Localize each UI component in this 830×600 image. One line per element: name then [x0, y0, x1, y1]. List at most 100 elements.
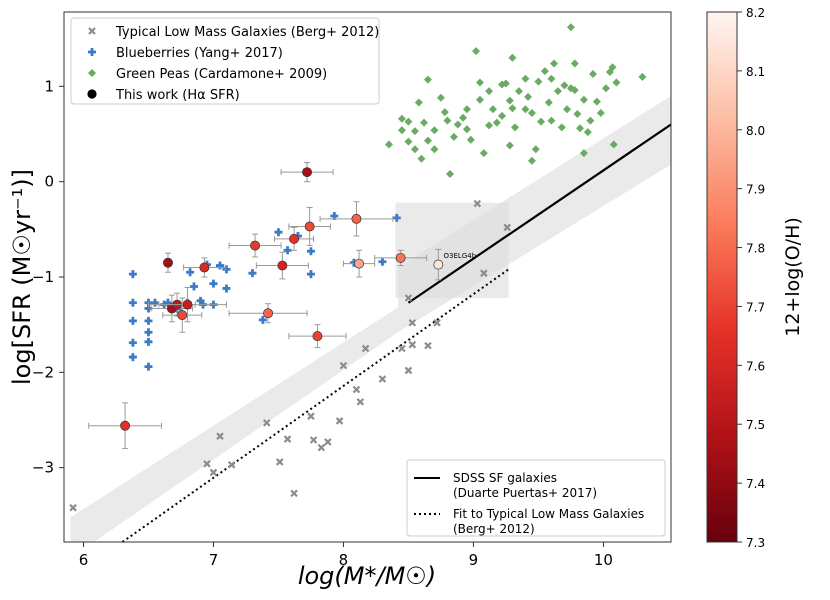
- green-pea-point: [573, 109, 582, 118]
- green-pea-point: [589, 69, 598, 78]
- green-pea-point: [527, 109, 536, 118]
- green-pea-point: [384, 140, 393, 149]
- legend-label: Green Peas (Cardamone+ 2009): [116, 67, 327, 82]
- colorbar-tick-label: 7.8: [746, 242, 765, 256]
- this-work-marker: [250, 240, 261, 251]
- this-work-point: [162, 297, 203, 333]
- green-pea-point: [534, 77, 543, 86]
- data-points: [69, 23, 647, 512]
- legend-marker-plus-icon: [88, 48, 96, 56]
- this-work-point: [274, 226, 315, 251]
- green-pea-point: [521, 105, 530, 114]
- green-pea-point: [423, 136, 432, 145]
- green-pea-point: [537, 117, 546, 126]
- legend-upper: Typical Low Mass Galaxies (Berg+ 2012) Bl…: [70, 17, 380, 105]
- berg-point: [433, 318, 441, 327]
- x-tick-label: 6: [79, 551, 89, 569]
- blueberry-point: [222, 284, 231, 293]
- annotation-o3elg4b: O3ELG4b: [444, 252, 477, 260]
- green-pea-point: [608, 63, 617, 72]
- berg-point: [209, 468, 218, 477]
- trend-lines: [121, 123, 671, 542]
- green-pea-point: [404, 137, 413, 146]
- berg-point: [473, 199, 482, 208]
- colorbar-tick-label: 7.5: [746, 418, 765, 432]
- legend-marker-diamond-icon: [88, 69, 96, 77]
- green-pea-point: [586, 116, 595, 125]
- x-tick-label: 10: [594, 551, 613, 569]
- this-work-point: [228, 233, 282, 258]
- this-work-marker: [177, 310, 188, 321]
- this-work-marker: [289, 233, 300, 244]
- this-work-marker: [433, 259, 444, 270]
- green-pea-point: [488, 105, 497, 114]
- blueberry-point: [144, 362, 153, 371]
- this-work-marker: [354, 258, 365, 269]
- green-pea-point: [485, 87, 494, 96]
- green-pea-point: [570, 59, 579, 68]
- green-pea-point: [430, 145, 439, 154]
- green-pea-point: [505, 96, 514, 105]
- blueberry-point: [144, 337, 153, 346]
- green-pea-point: [576, 124, 585, 133]
- colorbar-label: 12+log(O/H): [782, 217, 804, 337]
- green-pea-point: [592, 97, 601, 106]
- berg-point: [408, 318, 417, 327]
- this-work-marker: [120, 420, 131, 431]
- berg-point: [203, 460, 211, 468]
- green-pea-point: [527, 156, 536, 165]
- berg-point: [378, 375, 387, 383]
- green-pea-point: [609, 140, 618, 149]
- green-pea-point: [514, 87, 523, 96]
- green-pea-point: [508, 104, 517, 113]
- green-pea-point: [531, 145, 540, 154]
- this-work-point: [288, 324, 347, 349]
- legend-item: Green Peas (Cardamone+ 2009): [88, 67, 327, 82]
- blueberry-point: [306, 270, 315, 279]
- blueberry-point: [128, 338, 137, 347]
- green-pea-point: [492, 118, 501, 127]
- green-pea-point: [511, 123, 520, 132]
- berg-point: [283, 435, 292, 443]
- this-work-point: [228, 303, 308, 324]
- this-work-marker: [312, 331, 323, 342]
- y-tick-label: −1: [32, 268, 54, 286]
- berg-point: [424, 341, 432, 350]
- blueberry-point: [283, 246, 292, 255]
- legend-label: Typical Low Mass Galaxies (Berg+ 2012): [115, 25, 379, 40]
- berg-point: [361, 344, 370, 353]
- colorbar-tick-label: 7.6: [746, 359, 765, 373]
- blueberry-point: [128, 270, 137, 279]
- green-pea-point: [521, 74, 530, 83]
- green-pea-point: [417, 154, 426, 163]
- berg-point: [216, 432, 224, 440]
- colorbar-tick-label: 8.0: [746, 124, 765, 138]
- blueberry-point: [163, 298, 172, 307]
- green-pea-point: [420, 118, 429, 127]
- berg-point: [398, 344, 406, 353]
- colorbar-tick-label: 7.3: [746, 536, 765, 550]
- this-work-marker: [263, 308, 274, 319]
- this-work-point: [255, 251, 309, 280]
- berg-point: [408, 340, 417, 349]
- berg-point: [262, 419, 271, 427]
- legend-item: Typical Low Mass Galaxies (Berg+ 2012): [88, 25, 379, 40]
- legend-item: Blueberries (Yang+ 2017): [88, 46, 283, 61]
- green-pea-point: [414, 98, 423, 107]
- legend-item: Fit to Typical Low Mass Galaxies(Berg+ 2…: [414, 507, 644, 536]
- y-tick-label: −2: [32, 363, 54, 381]
- blueberry-point: [378, 257, 387, 266]
- berg-point: [503, 223, 512, 232]
- green-pea-point: [612, 78, 621, 87]
- green-pea-point: [475, 78, 484, 87]
- this-work-point: [433, 248, 444, 281]
- legend-item: This work (Hα SFR): [87, 88, 240, 103]
- berg-point: [404, 294, 413, 302]
- legend-lower: SDSS SF galaxies(Duarte Puertas+ 2017) Fi…: [406, 459, 666, 537]
- fit-band: [395, 202, 509, 298]
- colorbar-ticks: 8.2 8.1 8.0 7.9 7.8 7.7 7.6 7.5 7.4 7.3: [737, 6, 765, 550]
- legend-marker-x-icon: [88, 27, 96, 35]
- this-work-point: [147, 286, 227, 323]
- green-pea-point: [544, 98, 553, 107]
- colorbar-tick-label: 7.4: [746, 477, 765, 491]
